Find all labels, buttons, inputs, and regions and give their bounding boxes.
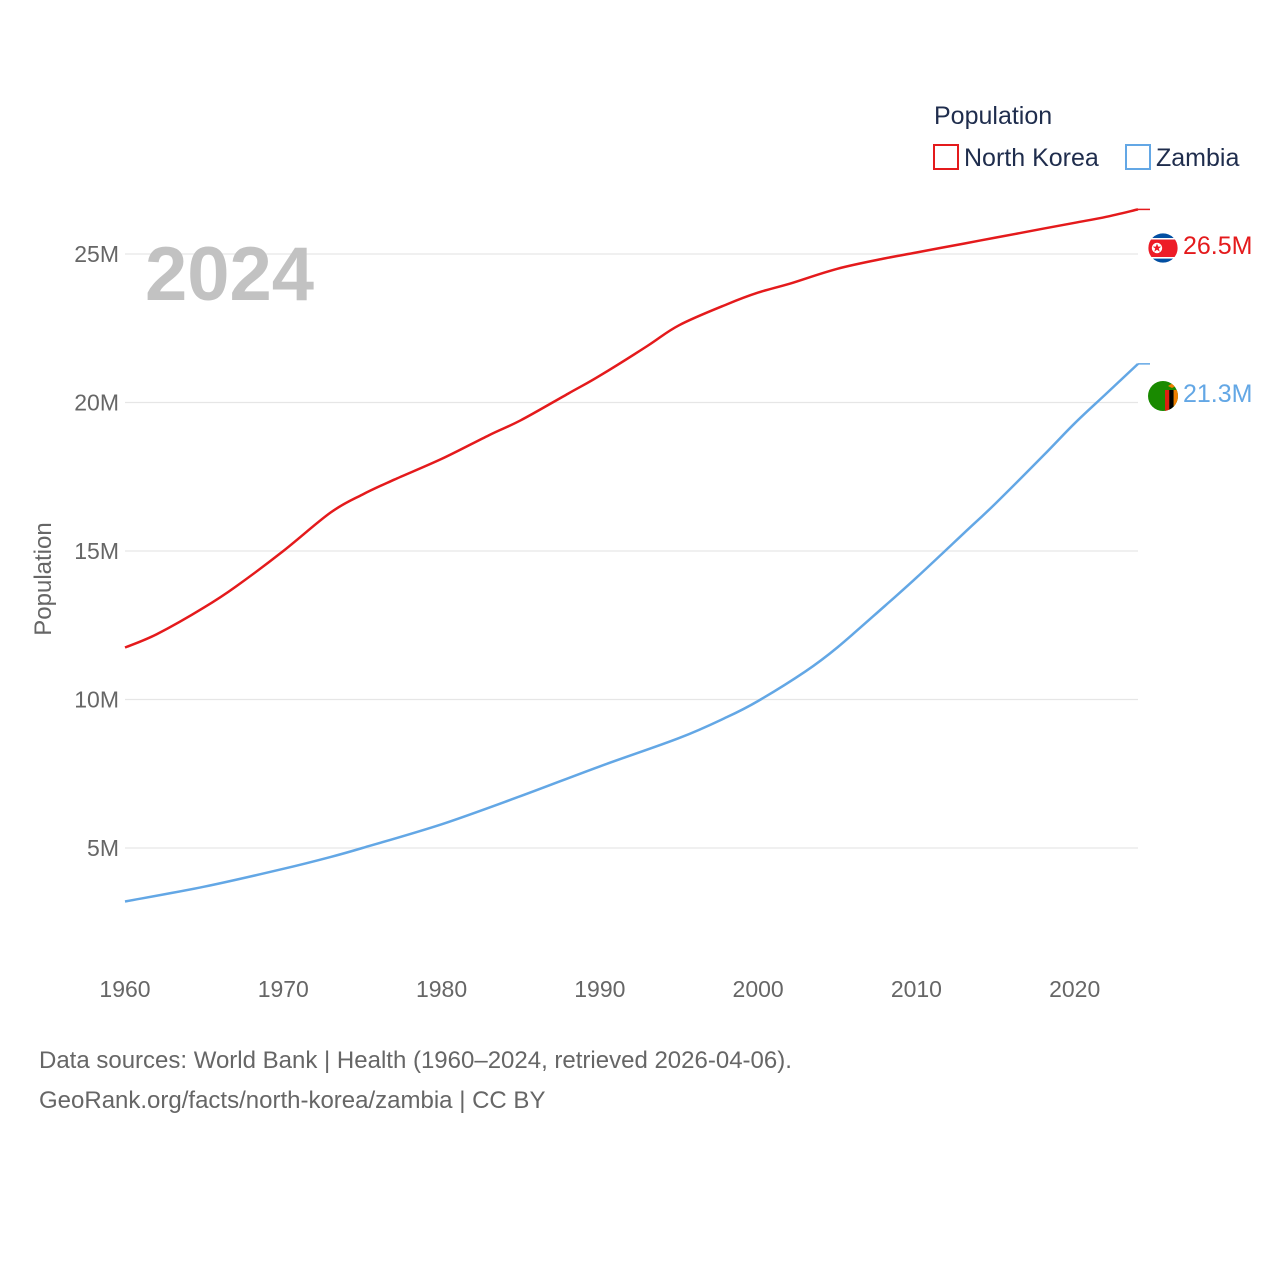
year-label: 2024	[145, 232, 314, 317]
end-label-zambia: 21.3M	[1183, 380, 1252, 408]
legend-item-zambia[interactable]: Zambia	[1125, 144, 1239, 172]
x-tick-label: 2000	[733, 976, 784, 1002]
x-tick-label: 1990	[574, 976, 625, 1002]
legend-title: Population	[934, 102, 1052, 130]
north-korea-flag-icon	[1147, 232, 1179, 264]
gridlines	[125, 253, 1138, 849]
x-tick-label: 1980	[416, 976, 467, 1002]
y-tick-label: 15M	[74, 538, 119, 564]
x-tick-label: 1960	[99, 976, 150, 1002]
x-tick-label: 1970	[258, 976, 309, 1002]
legend: Population North Korea Zambia	[933, 102, 1239, 172]
y-tick-label: 5M	[87, 835, 119, 861]
y-tick-label: 10M	[74, 687, 119, 713]
legend-item-north-korea[interactable]: North Korea	[933, 144, 1099, 172]
legend-swatch-zambia	[1125, 144, 1151, 170]
legend-swatch-north-korea	[933, 144, 959, 170]
y-tick-label: 20M	[74, 389, 119, 415]
x-tick-label: 2020	[1049, 976, 1100, 1002]
series-line-north-korea[interactable]	[124, 208, 1139, 649]
series-lines	[124, 208, 1150, 903]
y-tick-label: 25M	[74, 241, 119, 267]
series-line-zambia[interactable]	[124, 362, 1139, 903]
source-link-text[interactable]: GeoRank.org/facts/north-korea/zambia | C…	[39, 1087, 545, 1114]
data-source-text: Data sources: World Bank | Health (1960–…	[39, 1047, 792, 1074]
y-axis-title: Population	[30, 522, 57, 635]
legend-label-zambia: Zambia	[1156, 144, 1239, 172]
y-axis-ticks: 5M 10M 15M 20M 25M	[74, 241, 119, 861]
legend-label-north-korea: North Korea	[964, 144, 1099, 172]
zambia-flag-icon	[1148, 381, 1178, 411]
end-label-north-korea: 26.5M	[1183, 232, 1252, 260]
x-tick-label: 2010	[891, 976, 942, 1002]
x-axis-ticks: 1960 1970 1980 1990 2000 2010 2020	[99, 976, 1100, 1002]
